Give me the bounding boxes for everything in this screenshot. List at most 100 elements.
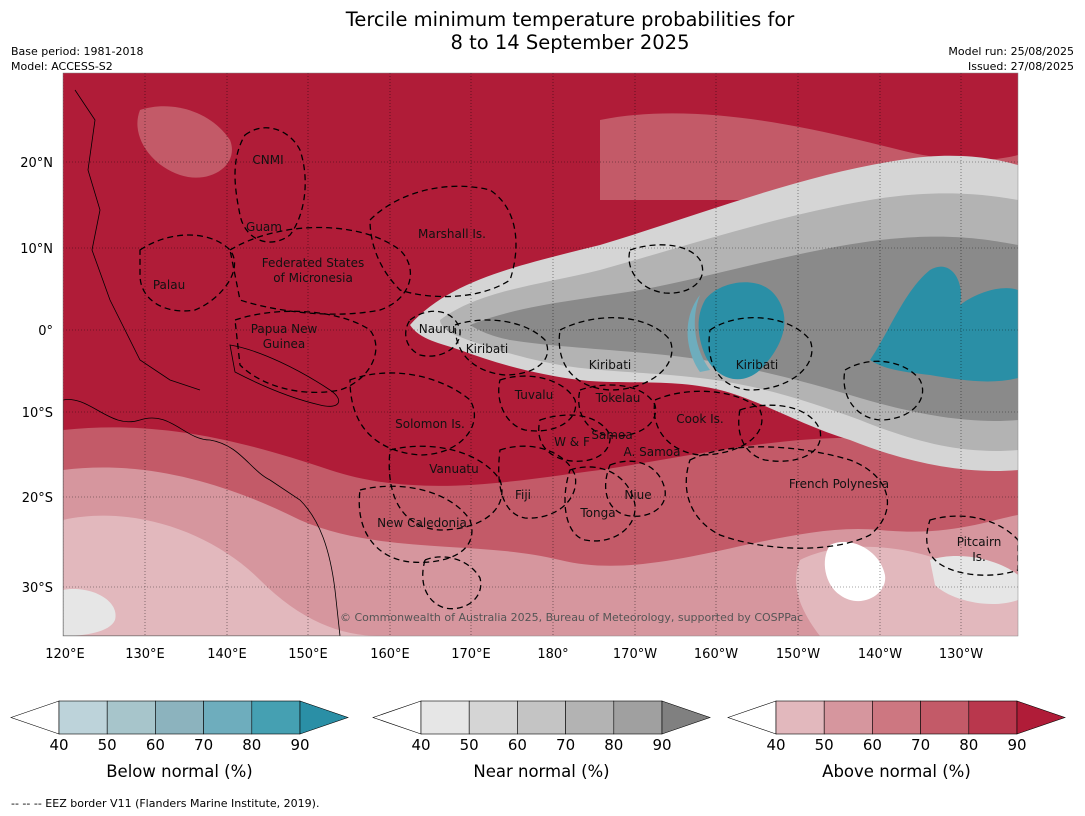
colorbar-segment bbox=[420, 700, 470, 735]
label-fiji: Fiji bbox=[515, 488, 531, 502]
colorbar-segment bbox=[613, 700, 663, 735]
label-pitcairn-line1: Pitcairn bbox=[957, 535, 1002, 549]
colorbar-title: Below normal (%) bbox=[106, 762, 253, 781]
lat-tick: 10°N bbox=[20, 242, 53, 257]
colorbar-tick-label: 80 bbox=[959, 736, 978, 754]
label-new-caledonia: New Caledonia bbox=[377, 516, 467, 530]
label-fsm-line2: of Micronesia bbox=[273, 271, 353, 285]
label-american-samoa: A. Samoa bbox=[624, 445, 681, 459]
colorbar-tick-label: 50 bbox=[98, 736, 117, 754]
lon-tick: 130°W bbox=[939, 647, 983, 662]
colorbar-segment bbox=[872, 700, 921, 735]
colorbar-tick-label: 40 bbox=[766, 736, 785, 754]
model-run: Model run: 25/08/2025 bbox=[948, 45, 1074, 58]
region-labels: CNMI Guam Marshall Is. Palau Federated S… bbox=[153, 153, 1001, 564]
longitude-axis: 120°E 130°E 140°E 150°E 160°E 170°E 180°… bbox=[45, 647, 983, 662]
colorbar-tick-label: 70 bbox=[194, 736, 213, 754]
lon-tick: 150°W bbox=[776, 647, 820, 662]
colorbar-tick-label: 50 bbox=[460, 736, 479, 754]
colorbar-segment bbox=[251, 700, 301, 735]
colorbar-segment bbox=[517, 700, 566, 735]
label-tokelau: Tokelau bbox=[595, 391, 641, 405]
lon-tick: 160°W bbox=[694, 647, 738, 662]
colorbar-segment bbox=[106, 700, 156, 735]
above-50-band bbox=[63, 467, 1018, 636]
colorbar-tick-label: 60 bbox=[863, 736, 882, 754]
lon-tick: 120°E bbox=[45, 647, 85, 662]
lat-tick: 30°S bbox=[22, 581, 53, 596]
colorbar-segment bbox=[823, 700, 873, 735]
label-pitcairn-line2: Is. bbox=[972, 550, 986, 564]
above-40-band-west bbox=[63, 515, 380, 636]
colorbar-title: Near normal (%) bbox=[473, 762, 609, 781]
label-vanuatu: Vanuatu bbox=[429, 462, 479, 476]
lon-tick: 170°E bbox=[451, 647, 491, 662]
colorbar-extend-high bbox=[661, 700, 711, 735]
label-palau: Palau bbox=[153, 278, 185, 292]
colorbar-extend-low bbox=[727, 700, 777, 735]
colorbar-tick-label: 40 bbox=[49, 736, 68, 754]
lon-tick: 150°E bbox=[288, 647, 328, 662]
colorbar-tick-label: 90 bbox=[1007, 736, 1026, 754]
label-kiribati-west: Kiribati bbox=[466, 342, 508, 356]
label-marshall-islands: Marshall Is. bbox=[418, 227, 486, 241]
colorbar-legends: 40 50 60 70 80 90 Below normal (%) 40 50 60 70 80 9… bbox=[10, 700, 1066, 781]
title-line-1: Tercile minimum temperature probabilitie… bbox=[345, 8, 795, 31]
colorbar-extend-low bbox=[10, 700, 60, 735]
colorbar-tick-label: 80 bbox=[242, 736, 261, 754]
latitude-axis: 20°N 10°N 0° 10°S 20°S 30°S bbox=[20, 156, 53, 596]
probability-map: © Commonwealth of Australia 2025, Bureau… bbox=[20, 72, 1019, 662]
colorbar-segment bbox=[920, 700, 970, 735]
below-normal-patch-1 bbox=[698, 282, 785, 380]
model-name: Model: ACCESS-S2 bbox=[11, 60, 113, 73]
colorbar-tick-label: 50 bbox=[815, 736, 834, 754]
issued-date: Issued: 27/08/2025 bbox=[967, 60, 1074, 73]
lon-tick: 140°W bbox=[858, 647, 902, 662]
label-niue: Niue bbox=[624, 488, 651, 502]
colorbar-segment bbox=[468, 700, 518, 735]
colorbar-tick-label: 40 bbox=[411, 736, 430, 754]
above-60-north-1 bbox=[137, 106, 232, 178]
label-tuvalu: Tuvalu bbox=[514, 388, 554, 402]
label-solomon-islands: Solomon Is. bbox=[395, 417, 465, 431]
low-prob-patch-3 bbox=[63, 589, 116, 636]
meta-left: Base period: 1981-2018 Model: ACCESS-S2 bbox=[11, 44, 143, 74]
colorbar-segment bbox=[775, 700, 825, 735]
lon-tick: 140°E bbox=[207, 647, 247, 662]
label-kiribati-central: Kiribati bbox=[589, 358, 631, 372]
colorbar-tick-label: 90 bbox=[652, 736, 671, 754]
below-normal-edge bbox=[687, 295, 710, 372]
asia-coastline bbox=[74, 89, 201, 391]
label-french-polynesia: French Polynesia bbox=[789, 477, 889, 491]
lat-tick: 20°S bbox=[22, 491, 53, 506]
lat-tick: 20°N bbox=[20, 156, 53, 171]
label-png-line2: Guinea bbox=[263, 337, 306, 351]
lon-tick: 180° bbox=[537, 647, 568, 662]
label-fsm-line1: Federated States bbox=[262, 256, 364, 270]
australia-coastline bbox=[63, 399, 341, 636]
label-nauru: Nauru bbox=[419, 322, 455, 336]
label-samoa: Samoa bbox=[591, 428, 632, 442]
colorbar-extend-high bbox=[299, 700, 349, 735]
colorbar-above-normal: 40 50 60 70 80 90 Above normal (%) bbox=[727, 700, 1066, 781]
colorbar-extend-low bbox=[372, 700, 422, 735]
colorbar-tick-label: 60 bbox=[146, 736, 165, 754]
colorbar-title: Above normal (%) bbox=[822, 762, 971, 781]
copyright-notice: © Commonwealth of Australia 2025, Bureau… bbox=[340, 611, 803, 624]
lat-tick: 10°S bbox=[22, 406, 53, 421]
map-frame bbox=[62, 72, 1019, 637]
colorbar-segment bbox=[155, 700, 204, 735]
colorbar-tick-label: 90 bbox=[290, 736, 309, 754]
label-wallis-futuna: W & F bbox=[554, 435, 590, 449]
graticule bbox=[63, 73, 1018, 636]
lon-tick: 170°W bbox=[613, 647, 657, 662]
colorbar-segment bbox=[968, 700, 1018, 735]
low-prob-patch-1 bbox=[824, 541, 886, 602]
colorbar-tick-label: 80 bbox=[604, 736, 623, 754]
low-prob-patch-2 bbox=[930, 555, 1018, 605]
lon-tick: 160°E bbox=[370, 647, 410, 662]
colorbar-tick-label: 70 bbox=[911, 736, 930, 754]
colorbar-near-normal: 40 50 60 70 80 90 Near normal (%) bbox=[372, 700, 711, 781]
new-guinea-coastline bbox=[229, 344, 340, 407]
label-cnmi: CNMI bbox=[252, 153, 283, 167]
